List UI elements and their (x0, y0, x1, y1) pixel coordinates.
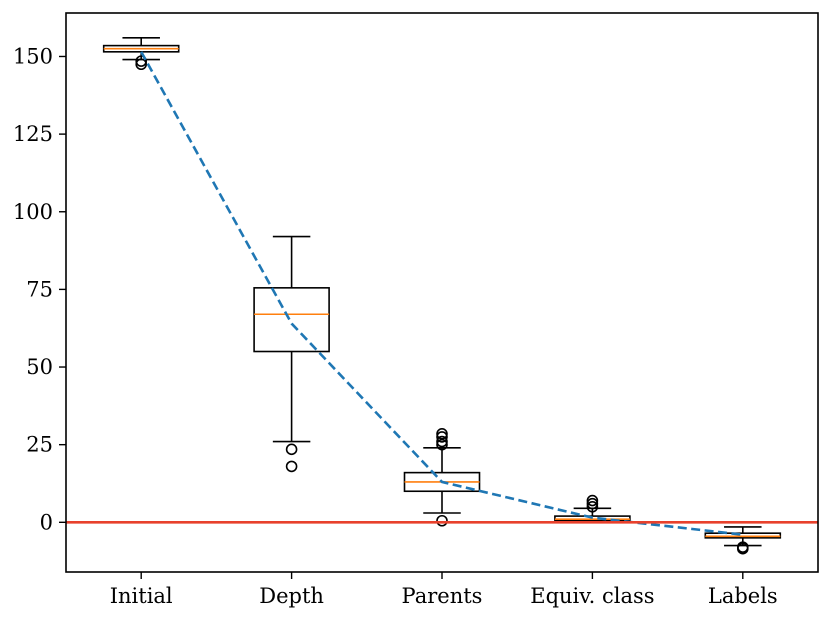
outlier-point (135, 58, 147, 71)
y-tick-label: 100 (13, 200, 53, 224)
box-initial (102, 37, 180, 71)
boxes-group (102, 37, 782, 555)
plot-frame (65, 12, 819, 573)
y-tick-label: 25 (26, 433, 53, 457)
outlier-point (436, 438, 448, 451)
outlier-point (436, 435, 448, 448)
y-tick-label: 150 (13, 44, 53, 68)
outlier-point (285, 443, 298, 456)
y-tick-label: 0 (40, 510, 53, 534)
x-tick-label: Depth (259, 584, 324, 608)
outlier-point (135, 55, 147, 67)
outlier-point (586, 494, 599, 507)
y-tick-label: 50 (26, 355, 53, 379)
x-tick-label: Parents (402, 584, 483, 608)
outlier-point (436, 431, 448, 443)
box-parents (403, 428, 481, 527)
outlier-point (285, 460, 298, 473)
x-axis-ticks: Initial Depth Parents Equiv. class Labels (110, 572, 778, 608)
outlier-point (586, 500, 599, 513)
box-depth (253, 235, 330, 473)
y-tick-label: 75 (26, 277, 53, 301)
x-tick-label: Initial (110, 584, 173, 608)
y-axis-ticks: 0 25 50 75 100 125 150 (13, 44, 66, 534)
outlier-point (436, 514, 448, 527)
box-labels (704, 526, 782, 555)
box-iqr (253, 287, 330, 353)
x-tick-label: Labels (708, 584, 778, 608)
y-tick-label: 125 (13, 122, 53, 146)
outlier-point (436, 428, 448, 440)
outlier-point (586, 497, 599, 510)
x-tick-label: Equiv. class (530, 584, 654, 608)
outlier-point (736, 542, 749, 555)
